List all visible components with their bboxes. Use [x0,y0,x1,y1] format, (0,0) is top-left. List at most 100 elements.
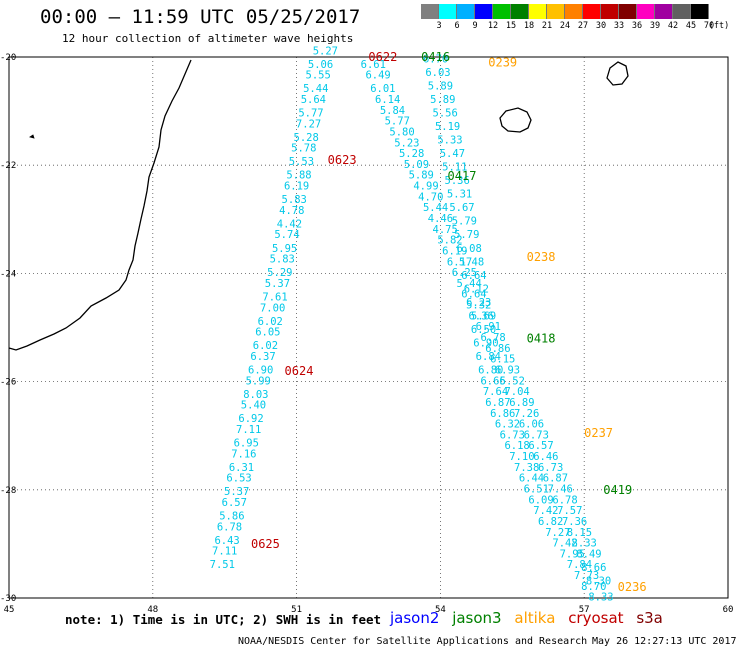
swh-value: 5.99 [246,375,271,387]
swh-value: 6.86 [490,408,515,420]
legend-label: 39 [649,21,661,31]
legend-label: 12 [487,21,499,31]
swh-value: 4.99 [413,181,438,193]
legend-swatch [691,4,709,19]
pass-time-label: 0623 [328,153,357,167]
map-grid [8,56,729,599]
swh-value: 5.31 [447,189,472,201]
swh-value: 5.37 [224,486,249,498]
legend-label: 36 [631,21,643,31]
swh-value: 6.05 [255,327,280,339]
swh-value: 7.16 [231,448,256,460]
swh-value: 8.33 [572,538,597,550]
swh-value: 6.73 [500,429,525,441]
swh-value: 6.01 [370,83,395,95]
swh-value: 6.87 [543,473,568,485]
legend-label: 21 [541,21,553,31]
swh-value: 7.73 [574,570,599,582]
swh-value: 6.91 [476,321,501,333]
swh-value: 6.57 [222,497,247,509]
legend-swatch [565,4,583,19]
swh-value: 8.03 [243,389,268,401]
legend-label: 9 [472,21,478,31]
swh-value: 6.31 [229,462,254,474]
pass-time-label: 0237 [584,426,613,440]
swh-value: 5.28 [399,148,424,160]
swh-value: 6.95 [234,438,259,450]
legend-swatch [673,4,691,19]
swh-value: 7.27 [545,527,570,539]
pass-time-label: 0624 [285,364,314,378]
swh-value: 6.36 [468,310,493,322]
legend-label: (ft) [708,21,730,31]
swh-value: 5.28 [294,132,319,144]
swh-value: 7.51 [210,559,235,571]
swh-value: 4.46 [428,213,453,225]
footnote: note: 1) Time is in UTC; 2) SWH is in fe… [65,612,382,627]
swh-value: 7.11 [236,424,261,436]
mission-legend: jason2 jason3 altika cryosat s3a [390,609,671,627]
swh-value: 4.70 [418,191,443,203]
legend-swatch [421,4,439,19]
swh-value: 6.92 [238,413,263,425]
legend-swatch [457,4,475,19]
swh-value: 5.80 [389,126,414,138]
legend-swatch [583,4,601,19]
legend-label: 24 [559,21,571,31]
swh-value: 6.70 [423,53,448,65]
swh-value: 6.43 [214,535,239,547]
swh-value: 6.87 [485,397,510,409]
legend-label: 27 [577,21,589,31]
lon-tick-label: 57 [579,605,590,615]
swh-value: 6.19 [284,181,309,193]
swh-value: 5.77 [298,108,323,120]
generated-timestamp: May 26 12:27:13 UTC 2017 [592,636,737,647]
swh-value: 5.06 [308,59,333,71]
swh-value: 6.12 [464,283,489,295]
swh-value: 8.66 [581,562,606,574]
swh-value: 5.44 [303,83,328,95]
map-border [8,56,729,599]
swh-value: 6.66 [480,375,505,387]
legend-swatch [511,4,529,19]
swh-value: 5.44 [423,202,448,214]
swh-value: 6.19 [442,245,467,257]
swh-value: 5.83 [282,194,307,206]
swh-value: 6.64 [461,270,486,282]
color-legend-labels: 3 6 9 12 15 18 21 24 27 30 33 36 39 42 45 70 (ft) [421,21,740,33]
swh-value: 5.78 [291,143,316,155]
swh-value: 6.37 [250,351,275,363]
swh-value: 5.37 [265,278,290,290]
swh-value: 5.55 [306,70,331,82]
swh-value: 7.64 [483,386,508,398]
swh-value: 7.84 [567,559,592,571]
page-title: 00:00 – 11:59 UTC 05/25/2017 [40,6,361,28]
legend-label: 70 [703,21,715,31]
swh-value: 6.14 [375,94,400,106]
mission-altika: altika [514,609,556,627]
axis-labels: 45 48 51 54 57 60 -20 -22 -24 -26 -28 -30 [0,53,733,615]
swh-value: 5.79 [452,216,477,228]
swh-value: 6.23 [466,297,491,309]
swh-value: 5.89 [409,170,434,182]
swh-value: 6.08 [457,243,482,255]
swh-value: 5.86 [219,511,244,523]
swh-value: 5.40 [241,400,266,412]
swh-value: 6.86 [485,343,510,355]
legend-label: 45 [685,21,697,31]
swh-value: 5.88 [286,170,311,182]
lat-tick-label: -26 [0,378,16,388]
swh-value: 6.57 [528,440,553,452]
mission-s3a: s3a [636,609,663,627]
swh-value: 6.78 [480,332,505,344]
swh-value: 5.84 [380,105,405,117]
swh-value: 7.26 [514,408,539,420]
color-legend [421,4,709,19]
lon-tick-label: 54 [435,605,446,615]
swh-value: 5.32 [466,300,491,312]
legend-label: 30 [595,21,607,31]
swh-value: 5.83 [270,254,295,266]
swh-value: 7.36 [562,516,587,528]
swh-value: 6.02 [258,316,283,328]
